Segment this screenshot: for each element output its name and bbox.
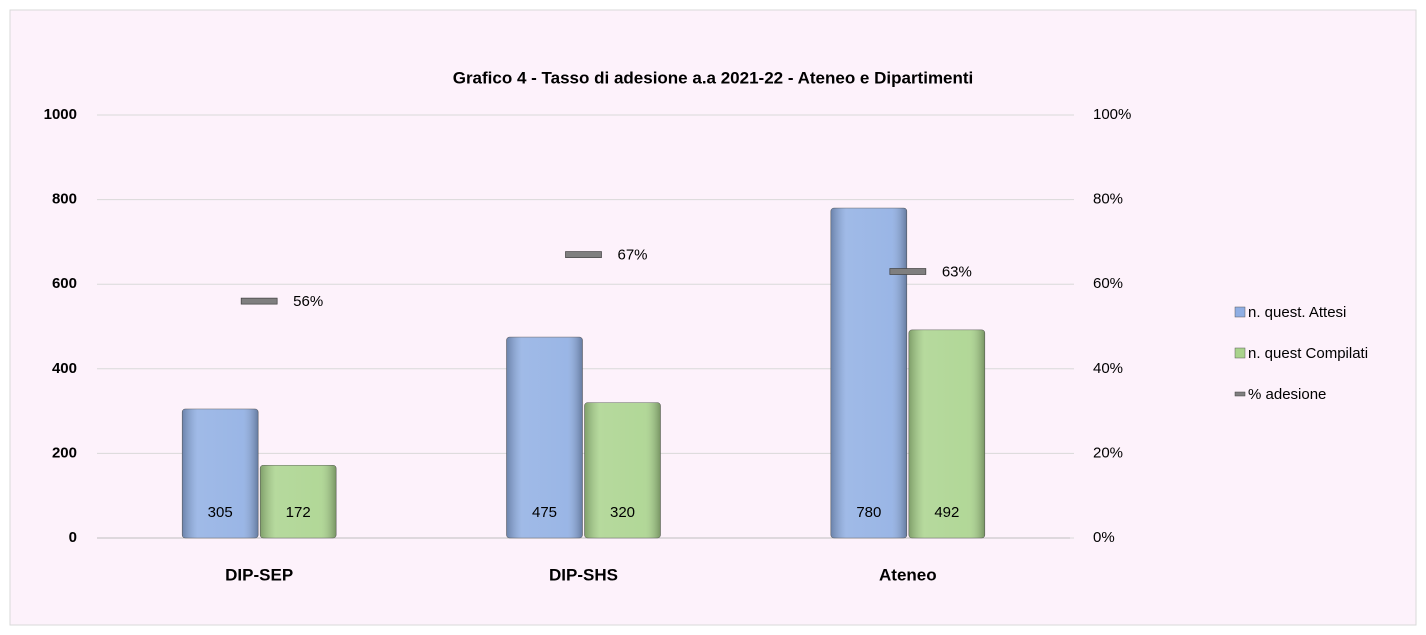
y2-tick-label: 0% (1093, 529, 1115, 546)
data-label: 172 (286, 504, 311, 521)
y-tick-label: 600 (52, 275, 77, 292)
legend-marker (1234, 347, 1246, 359)
data-label: 56% (293, 293, 323, 310)
data-label: 305 (208, 504, 233, 521)
marker (565, 251, 602, 258)
x-tick-label: DIP-SHS (549, 565, 618, 584)
y2-tick-label: 100% (1093, 106, 1131, 123)
bar-shade (908, 329, 985, 538)
x-tick-label: Ateneo (879, 565, 937, 584)
legend-marker (1234, 391, 1246, 397)
legend-label: % adesione (1248, 386, 1326, 403)
legend-marker (1234, 306, 1246, 318)
bar-shade (182, 408, 259, 538)
data-label: 492 (934, 504, 959, 521)
y-tick-label: 200 (52, 444, 77, 461)
chart-title: Grafico 4 - Tasso di adesione a.a 2021-2… (453, 68, 974, 87)
y2-tick-label: 60% (1093, 275, 1123, 292)
data-label: 320 (610, 504, 635, 521)
y2-tick-label: 20% (1093, 444, 1123, 461)
bar-shade (260, 465, 337, 538)
x-tick-label: DIP-SEP (225, 565, 293, 584)
marker (889, 268, 927, 275)
y-tick-label: 800 (52, 191, 77, 208)
bar-shade (506, 337, 583, 538)
y-tick-label: 1000 (44, 106, 77, 123)
y2-tick-label: 80% (1093, 191, 1123, 208)
bar-shade (830, 208, 907, 538)
data-label: 780 (856, 504, 881, 521)
y-tick-label: 400 (52, 360, 77, 377)
data-label: 67% (618, 247, 648, 264)
legend-label: n. quest. Attesi (1248, 304, 1346, 321)
data-label: 475 (532, 504, 557, 521)
data-label: 63% (942, 263, 972, 280)
bar-shade (584, 402, 661, 538)
legend-label: n. quest Compilati (1248, 345, 1368, 362)
y2-tick-label: 40% (1093, 360, 1123, 377)
marker (240, 297, 278, 305)
y-tick-label: 0 (69, 529, 77, 546)
